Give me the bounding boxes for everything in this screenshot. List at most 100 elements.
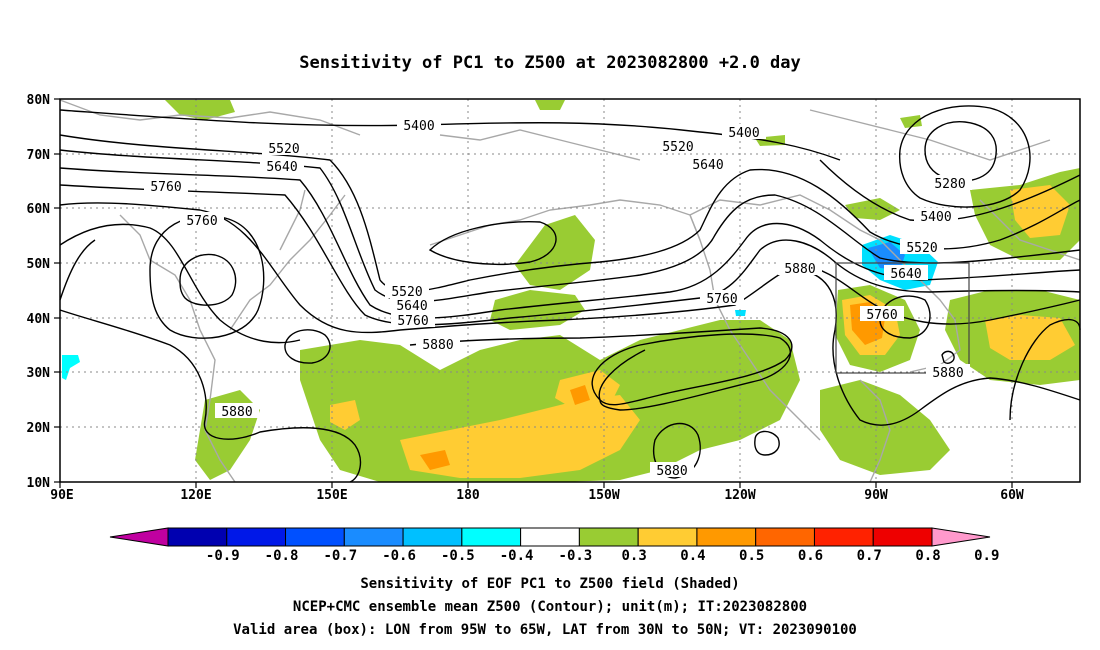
longitude-labels: 90E 120E 150E 180 150W 120W 90W 60W (50, 488, 1024, 503)
shade-ne-pacific-cyan (735, 310, 746, 316)
contour-5880-ring-4 (754, 430, 780, 456)
contour-5520-2 (59, 149, 1081, 303)
contour-label: 5880 (650, 462, 694, 479)
contour-labels: 5400 5400 5280 5400 5520 5520 5520 5520 … (144, 117, 972, 479)
shade-dateline-cyan (62, 355, 80, 380)
contour-5640-2 (59, 184, 1081, 326)
shade-pacific-orange (420, 450, 450, 470)
contour-label: 5760 (700, 290, 744, 307)
contour-label: 5880 (926, 364, 970, 381)
shade-arctic-green-2 (535, 100, 565, 110)
colorbar-label: 0.9 (974, 548, 999, 564)
lat-label: 50N (27, 257, 51, 272)
contour-5280-outer (898, 105, 1031, 208)
caption-line-1: Sensitivity of EOF PC1 to Z500 field (Sh… (360, 576, 739, 592)
svg-text:5880: 5880 (784, 262, 815, 277)
svg-text:5520: 5520 (268, 142, 299, 157)
shade-atlantic-yellow (985, 315, 1075, 360)
contour-5760-ring-3 (59, 239, 96, 301)
colorbar-cell (285, 527, 345, 547)
svg-text:5400: 5400 (728, 126, 759, 141)
colorbar-label: -0.3 (559, 548, 593, 564)
colorbar-cell (402, 527, 463, 547)
colorbar-cell (696, 527, 757, 547)
lon-label: 120W (724, 488, 755, 503)
contour-label: 5520 (656, 138, 700, 155)
colorbar-label: -0.8 (265, 548, 299, 564)
colorbar-label: 0.6 (798, 548, 823, 564)
contour-label: 5640 (686, 156, 730, 173)
svg-text:5760: 5760 (706, 292, 737, 307)
contour-5880-ring-5 (941, 350, 955, 364)
colorbar-cell (343, 527, 404, 547)
contour-label: 5880 (416, 336, 460, 353)
contour-label: 5880 (215, 403, 259, 420)
colorbar-cell (637, 527, 698, 547)
colorbar-label: -0.5 (441, 548, 475, 564)
lat-label: 60N (27, 202, 51, 217)
contour-5880-ring-6 (1009, 318, 1081, 421)
svg-text:5760: 5760 (150, 180, 181, 195)
shade-central-pacific-north-green (515, 215, 595, 290)
lon-label: 150W (588, 488, 619, 503)
coastlines (59, 99, 1081, 483)
contour-5880-mid (409, 327, 793, 406)
contour-label: 5640 (884, 265, 928, 282)
contour-label: 5760 (180, 212, 224, 229)
map-panel: 5400 5400 5280 5400 5520 5520 5520 5520 … (27, 93, 1081, 503)
contour-5880-ring-1 (284, 329, 331, 364)
colorbar-label: -0.7 (323, 548, 357, 564)
svg-text:5880: 5880 (422, 338, 453, 353)
lon-label: 60W (1000, 488, 1024, 503)
svg-text:5640: 5640 (890, 267, 921, 282)
colorbar-cell (461, 527, 522, 547)
lat-label: 10N (27, 476, 51, 491)
lon-label: 90W (864, 488, 888, 503)
lon-label: 180 (456, 488, 480, 503)
colorbar-cell (813, 527, 874, 547)
contour-5280-ring (924, 121, 997, 182)
contour-label: 5760 (144, 178, 188, 195)
map-frame (59, 98, 1081, 483)
svg-text:5400: 5400 (920, 210, 951, 225)
svg-text:5880: 5880 (221, 405, 252, 420)
lat-label: 40N (27, 312, 51, 327)
lon-label: 150E (316, 488, 347, 503)
contour-label: 5640 (390, 297, 434, 314)
contour-5880-ring-2 (591, 333, 792, 411)
colorbar-label: -0.9 (206, 548, 240, 564)
shade-caribbean-green (820, 380, 950, 475)
lat-label: 80N (27, 93, 51, 108)
tick-marks (54, 98, 1013, 488)
colorbar-label: -0.4 (500, 548, 534, 564)
contour-label: 5280 (928, 175, 972, 192)
colorbar-cells (167, 527, 933, 547)
svg-text:5760: 5760 (186, 214, 217, 229)
contour-label: 5400 (722, 124, 766, 141)
contour-ne-pacific-low (428, 221, 557, 266)
lat-label: 20N (27, 421, 51, 436)
svg-text:5520: 5520 (662, 140, 693, 155)
contour-label: 5520 (900, 239, 944, 256)
svg-text:5640: 5640 (266, 160, 297, 175)
shade-west-pacific-yellow (330, 400, 360, 430)
contour-5760-ring (179, 253, 237, 306)
svg-text:5520: 5520 (906, 241, 937, 256)
contour-label: 5880 (778, 260, 822, 277)
lon-label: 120E (180, 488, 211, 503)
caption-line-2: NCEP+CMC ensemble mean Z500 (Contour); u… (293, 599, 807, 615)
contour-5760-1 (59, 202, 1081, 334)
colorbar-cell (167, 527, 228, 547)
svg-text:5880: 5880 (656, 464, 687, 479)
contour-5760-2 (59, 223, 301, 344)
shade-arctic-green-3 (900, 115, 922, 128)
contour-5760-ring-2 (879, 295, 931, 339)
svg-text:5400: 5400 (403, 119, 434, 134)
valid-area-box (835, 262, 970, 374)
contour-label: 5760 (391, 312, 435, 329)
svg-text:5880: 5880 (932, 366, 963, 381)
colorbar-cell (226, 527, 287, 547)
contour-label: 5520 (262, 140, 306, 157)
svg-text:5640: 5640 (692, 158, 723, 173)
